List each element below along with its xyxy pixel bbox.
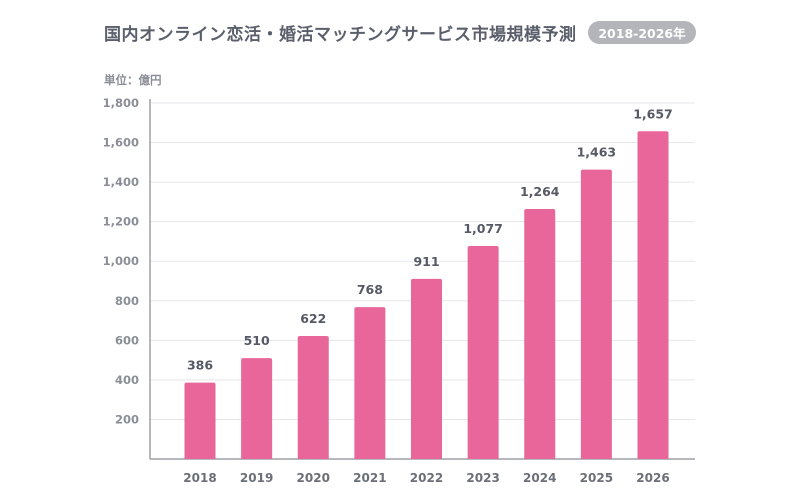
y-tick-label: 1,600 (103, 136, 139, 150)
x-tick-label: 2026 (636, 471, 669, 485)
bar (411, 278, 442, 459)
data-label: 510 (244, 333, 270, 348)
y-tick-label: 1,000 (103, 254, 139, 268)
data-label: 622 (300, 311, 326, 326)
x-tick-label: 2018 (183, 471, 216, 485)
data-label: 1,463 (577, 145, 617, 160)
x-tick-label: 2022 (410, 471, 443, 485)
bar (354, 307, 386, 459)
chart-title: 国内オンライン恋活・婚活マッチングサービス市場規模予測 (104, 25, 577, 45)
y-tick-label: 1,800 (103, 96, 139, 110)
bar (524, 209, 556, 459)
x-tick-label: 2020 (297, 471, 330, 485)
data-label: 911 (413, 254, 439, 269)
bar (184, 382, 216, 459)
y-tick-label: 800 (115, 294, 139, 308)
data-label: 1,657 (633, 106, 673, 121)
bar (241, 358, 273, 459)
x-tick-label: 2019 (240, 471, 273, 485)
bar (637, 131, 669, 459)
bar (297, 335, 329, 459)
y-tick-label: 1,400 (103, 175, 139, 189)
x-tick-label: 2024 (523, 471, 556, 485)
x-tick-label: 2023 (466, 471, 499, 485)
data-label: 768 (357, 282, 383, 297)
data-label: 1,264 (520, 184, 560, 199)
y-tick-label: 600 (115, 333, 139, 347)
y-tick-label: 200 (115, 412, 139, 426)
unit-label: 単位：億円 (104, 73, 162, 87)
y-tick-label: 1,200 (103, 215, 139, 229)
x-tick-label: 2025 (580, 471, 613, 485)
bar (467, 245, 499, 459)
period-badge: 2018-2026年 (588, 21, 696, 44)
data-label: 386 (187, 358, 213, 373)
y-tick-label: 400 (115, 373, 139, 387)
x-tick-label: 2021 (353, 471, 386, 485)
bar (580, 169, 612, 459)
data-label: 1,077 (463, 221, 503, 236)
